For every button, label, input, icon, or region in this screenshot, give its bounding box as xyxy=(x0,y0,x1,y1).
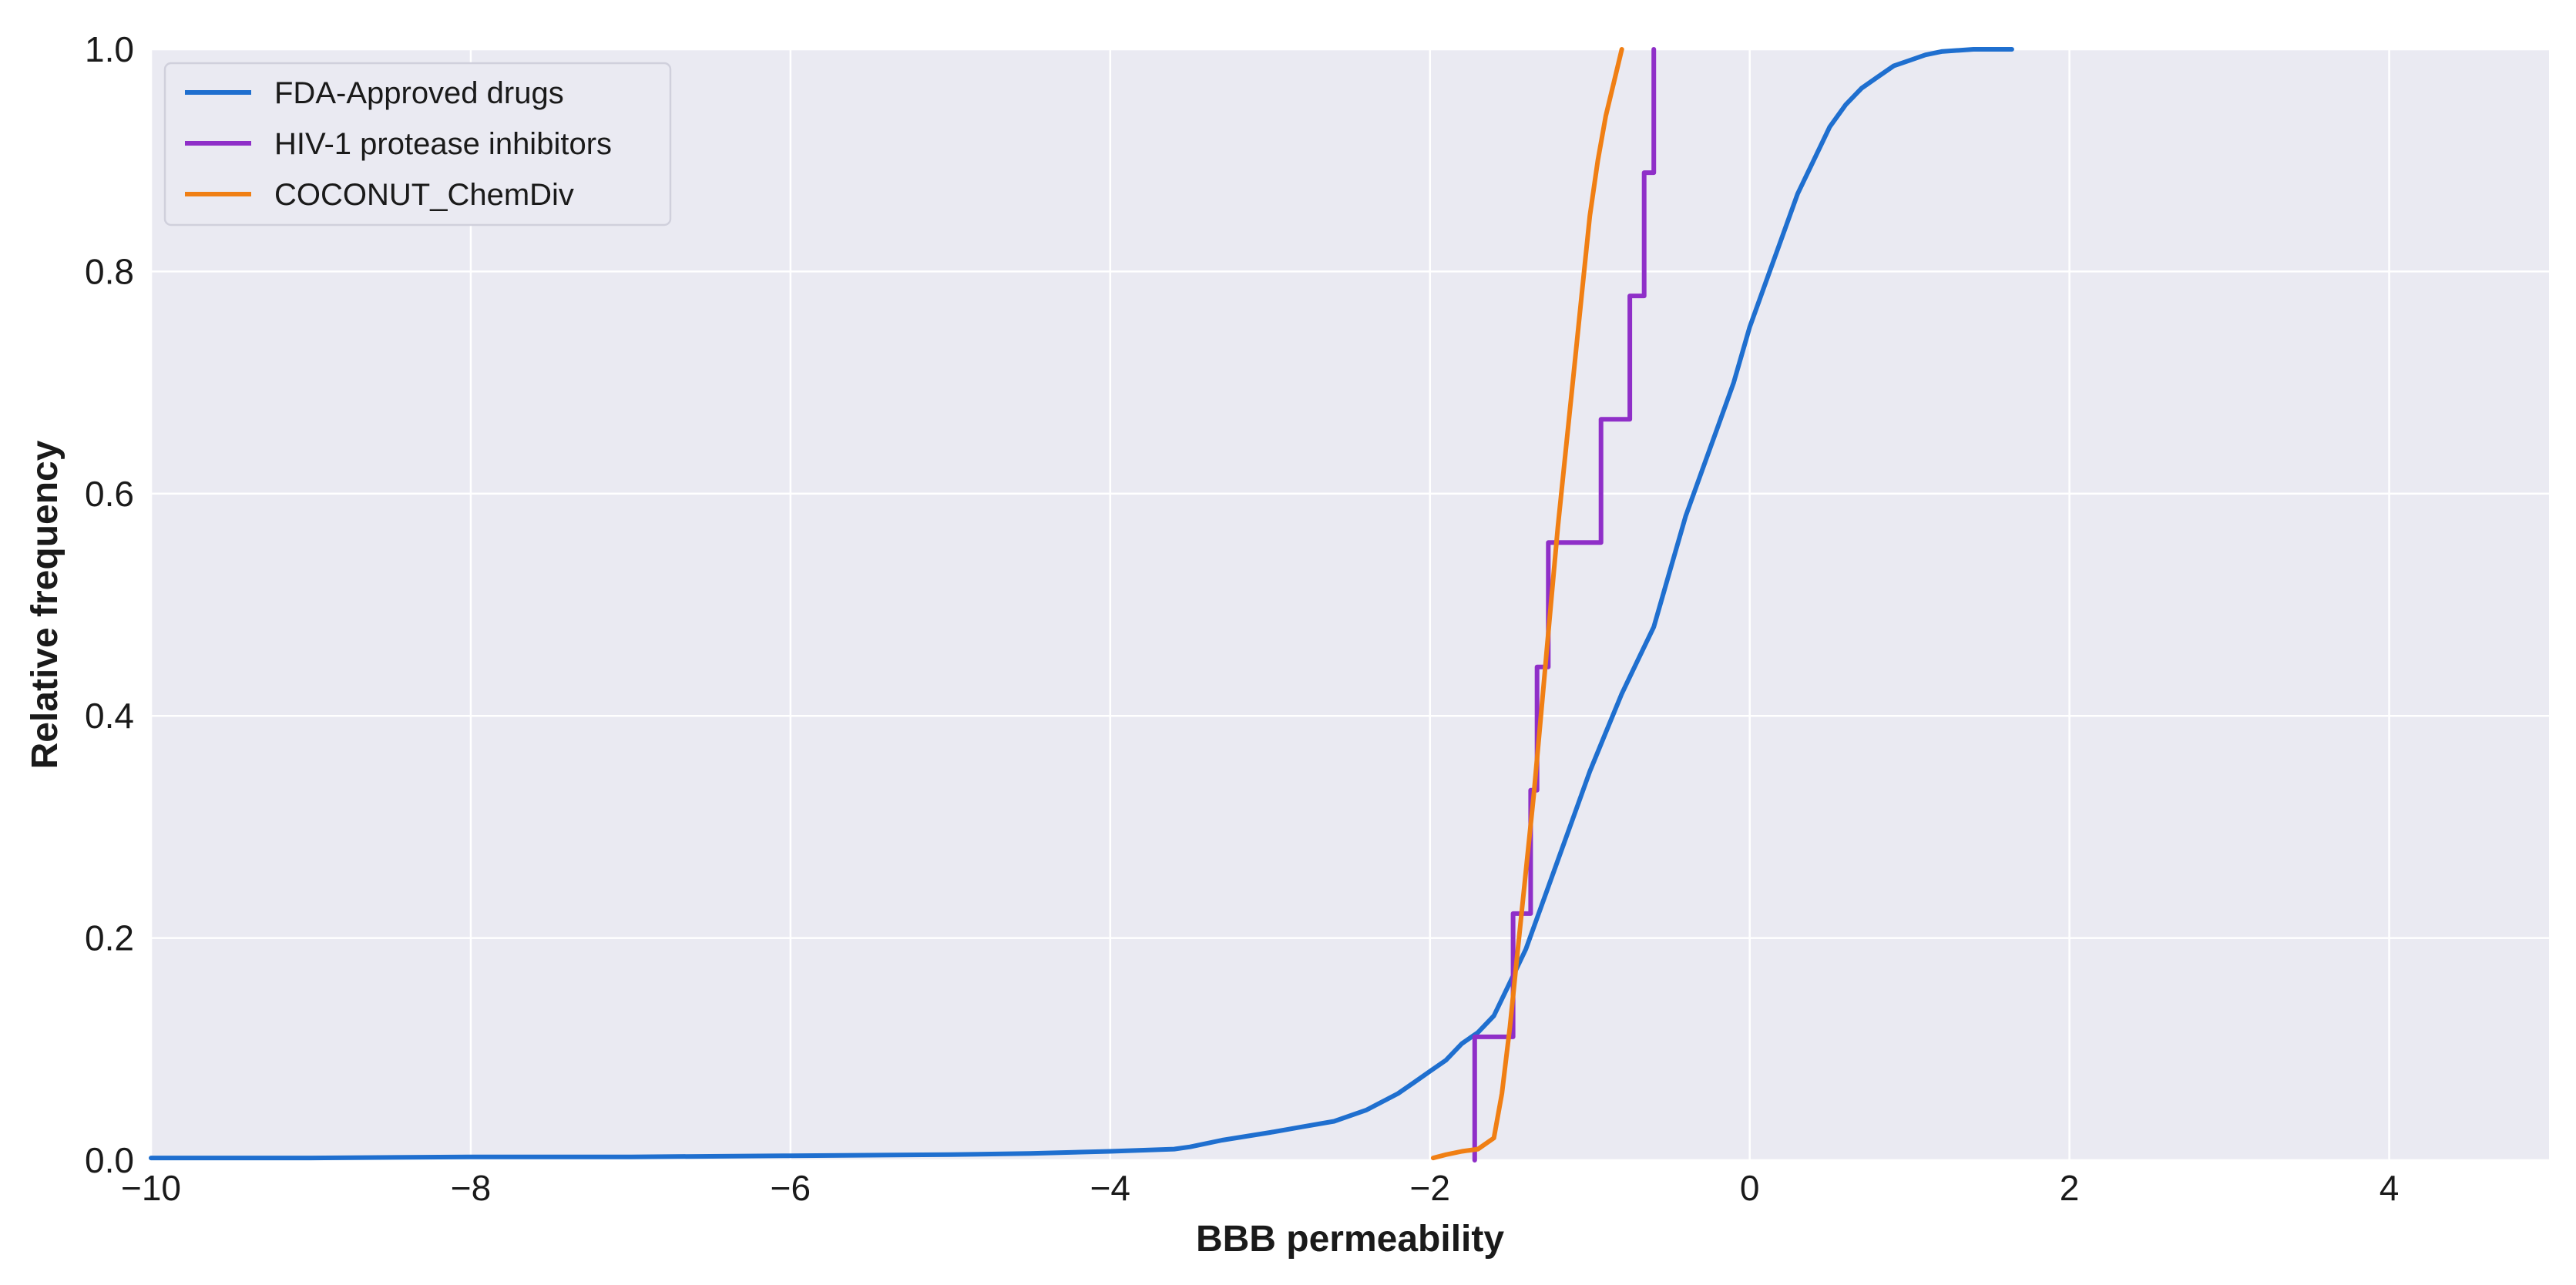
x-tick-label: −6 xyxy=(771,1168,811,1208)
y-tick-label: 1.0 xyxy=(85,29,134,69)
x-axis-label: BBB permeability xyxy=(1196,1219,1504,1260)
series-layer xyxy=(149,47,2014,1163)
x-tick-label: −2 xyxy=(1410,1168,1450,1208)
x-tick-label: −4 xyxy=(1090,1168,1130,1208)
y-tick-label: 0.8 xyxy=(85,251,134,291)
y-tick-label: 0.6 xyxy=(85,474,134,514)
x-tick-label: 4 xyxy=(2380,1168,2400,1208)
legend-label-coconut: COCONUT_ChemDiv xyxy=(274,178,574,212)
series-line-hiv xyxy=(1472,47,1657,1163)
plot-background xyxy=(151,49,2549,1160)
y-axis-label: Relative frequency xyxy=(25,440,65,769)
legend: FDA-Approved drugs HIV-1 protease inhibi… xyxy=(163,62,672,226)
x-tick-label: 2 xyxy=(2060,1168,2080,1208)
legend-label-hiv: HIV-1 protease inhibitors xyxy=(274,127,612,161)
legend-box xyxy=(163,62,672,226)
x-tick-label: 0 xyxy=(1740,1168,1760,1208)
y-tick-label: 0.4 xyxy=(85,696,134,736)
tick-labels: −10 −8 −6 −4 −2 0 2 4 0.0 0.2 0.4 0.6 0.8 1.0 xyxy=(85,29,2399,1208)
legend-label-fda: FDA-Approved drugs xyxy=(274,76,564,110)
series-line-fda xyxy=(149,47,2014,1161)
series-line-coconut xyxy=(1430,47,1624,1161)
grid-lines xyxy=(149,48,2549,1162)
y-tick-label: 0.0 xyxy=(85,1140,134,1180)
y-tick-label: 0.2 xyxy=(85,918,134,958)
x-tick-label: −10 xyxy=(121,1168,181,1208)
x-tick-label: −8 xyxy=(451,1168,491,1208)
